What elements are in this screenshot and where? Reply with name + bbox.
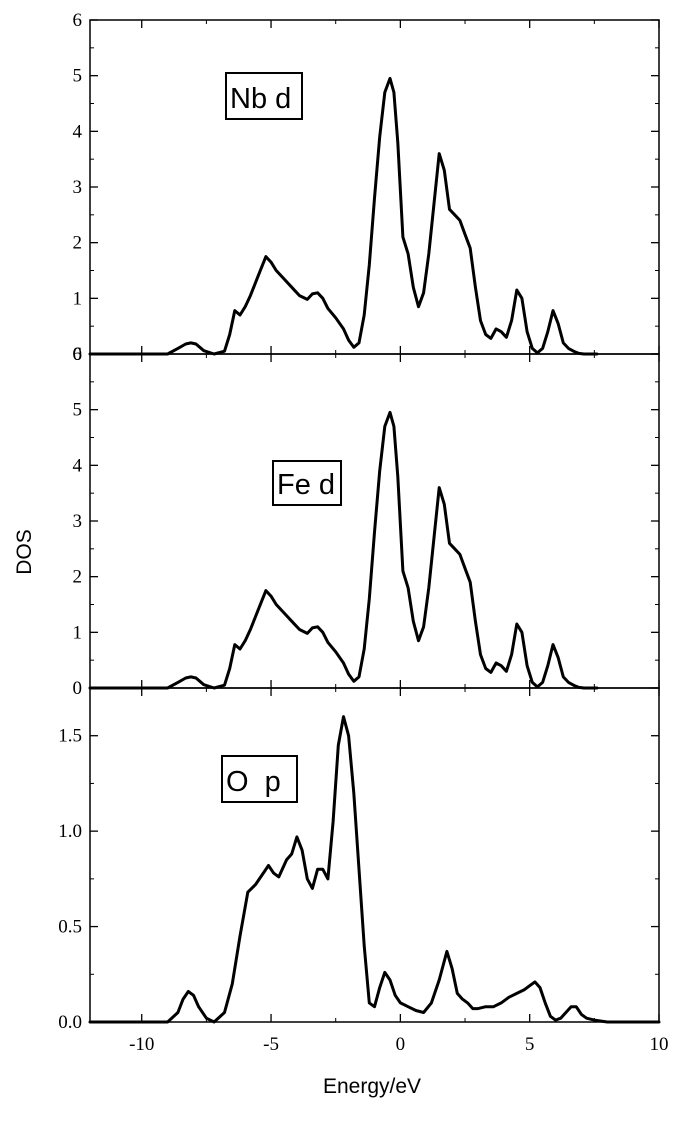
y-tick-label: 0.5 (58, 917, 82, 938)
y-tick-label: 3 (73, 511, 83, 532)
panel-label-box (225, 72, 303, 120)
panel-nb-d: 0 1 2 3 4 5 6 Nb d (73, 10, 660, 365)
panel-label-box (221, 755, 298, 803)
y-tick-label: 1 (73, 622, 83, 643)
y-tick-label: 2 (73, 567, 83, 588)
panel-label: Fe d (277, 469, 335, 501)
panel-o-p: 0.0 0.5 1.0 1.5 O p (58, 687, 661, 1033)
y-tick-label: 1.5 (58, 726, 82, 747)
y-tick-label: 0 (73, 678, 83, 699)
y-tick-label: 1 (73, 288, 83, 309)
dos-series-line (88, 76, 599, 356)
y-tick-label: 1.0 (58, 821, 82, 842)
y-tick-label: 0 (73, 344, 83, 365)
x-tick-label: 10 (650, 1034, 669, 1055)
y-tick-label: 6 (73, 10, 83, 31)
x-tick-label: 0 (396, 1034, 406, 1055)
y-tick-label: 5 (73, 66, 83, 87)
y-tick-label: 4 (73, 121, 83, 142)
y-tick-label: 5 (73, 400, 83, 421)
chart-panels: 0 1 2 3 4 5 6 Nb d 0 1 2 3 4 5 6 Fe d 0.0 0.5 1.0 1.5 O p -10… (58, 10, 668, 1055)
panel-label: O p (226, 766, 281, 798)
y-tick-label: 2 (73, 233, 83, 254)
x-tick-label: 5 (525, 1034, 535, 1055)
x-tick-label: -5 (263, 1034, 279, 1055)
x-tick-label: -10 (129, 1034, 154, 1055)
x-axis-title: Energy/eV (323, 1075, 421, 1098)
y-tick-label: 3 (73, 177, 83, 198)
y-axis-title: DOS (13, 529, 36, 575)
y-tick-label: 6 (73, 344, 83, 365)
panel-label: Nb d (230, 83, 291, 115)
panel-frame (89, 687, 660, 1023)
y-tick-label: 4 (73, 455, 83, 476)
y-tick-label: 0.0 (58, 1012, 82, 1033)
panel-label-box (272, 460, 342, 506)
dos-series-line (88, 715, 661, 1024)
dos-series-line (88, 410, 599, 690)
panel-fe-d: 0 1 2 3 4 5 6 Fe d (73, 344, 660, 699)
